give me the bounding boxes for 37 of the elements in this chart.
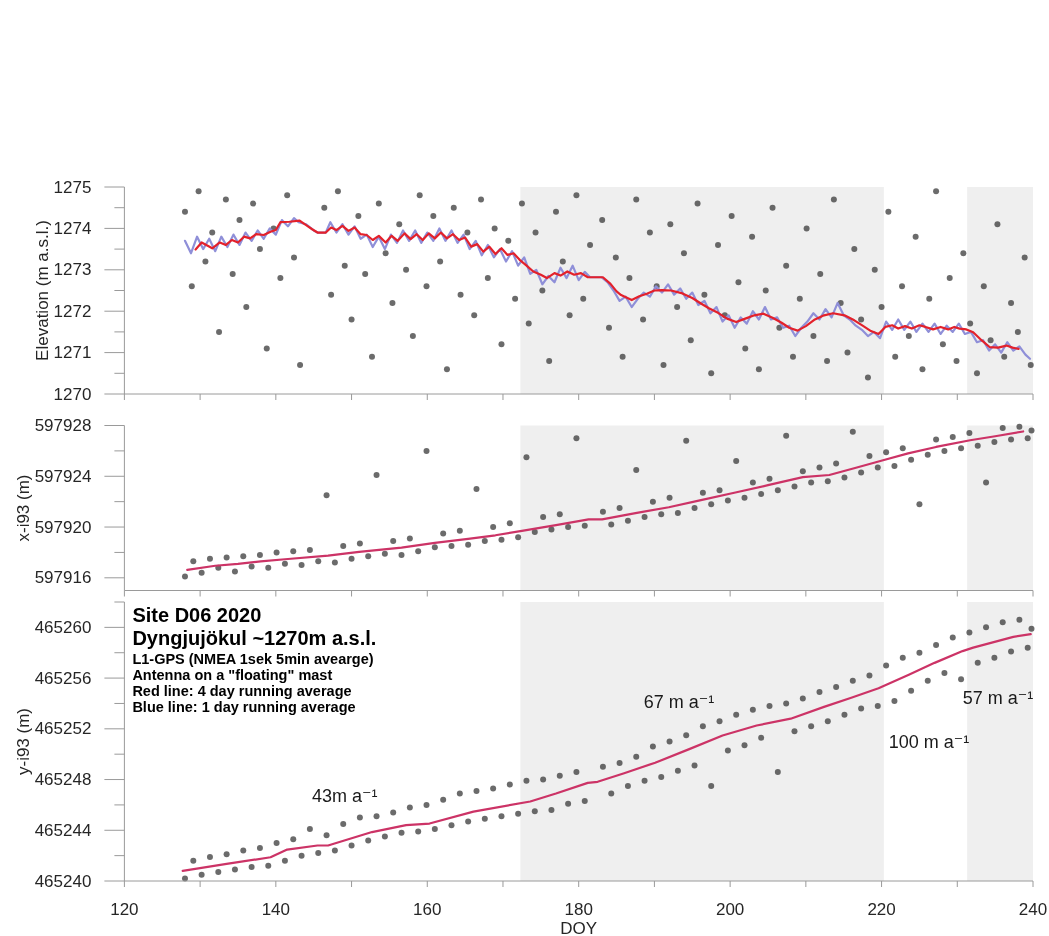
annotation: Antenna on a "floating" mast [132,666,333,683]
y-tick-label: 465244 [34,820,92,840]
annotation: 43m a⁻¹ [312,786,378,807]
annotation: 100 m a⁻¹ [888,732,970,753]
annotation: 57 m a⁻¹ [962,688,1034,709]
x-tick-label: 220 [867,900,896,919]
y-tick-label: 465248 [34,770,92,790]
x-tick-label: 240 [1018,900,1048,919]
y-tick-label: 1272 [53,301,92,321]
y-tick-label: 597928 [34,416,92,435]
annotation: Blue line: 1 day running average [132,699,356,716]
x-tick-label: 180 [564,900,593,919]
y-tick-label: 1274 [53,218,92,238]
y-axis-title: y-i93 (m) [13,707,33,776]
x-tick-label: 160 [413,900,442,919]
y-tick-label: 597916 [34,568,92,588]
y-tick-label: 597924 [34,466,92,486]
x-tick-label: 200 [715,900,745,919]
y-tick-label: 597920 [34,517,92,537]
y-tick-label: 1275 [53,177,92,197]
y-axis-title: Elevation (m a.s.l.) [32,220,52,361]
y-tick-label: 1273 [53,260,92,280]
annotation: Red line: 4 day running average [132,682,352,699]
y-tick-label: 1270 [53,384,92,404]
y-tick-label: 465260 [34,617,92,637]
annotation: L1-GPS (NMEA 1sek 5min avearge) [132,650,374,667]
text: Dyngjujökul ~1270m a.s.l. [132,627,377,649]
x-tick-label: 140 [261,900,291,919]
y-tick-label: 465256 [34,668,92,688]
x-tick-label: 120 [110,900,139,919]
chart-title: Site D06 2020 [132,604,262,626]
y-tick-label: 1271 [53,343,92,363]
y-tick-label: 465252 [34,719,92,739]
annotation: 67 m a⁻¹ [643,692,715,713]
y-axis-title: x-i93 (m) [13,474,33,542]
x-axis-title: DOY [560,919,598,936]
y-tick-label: 465240 [34,871,92,891]
